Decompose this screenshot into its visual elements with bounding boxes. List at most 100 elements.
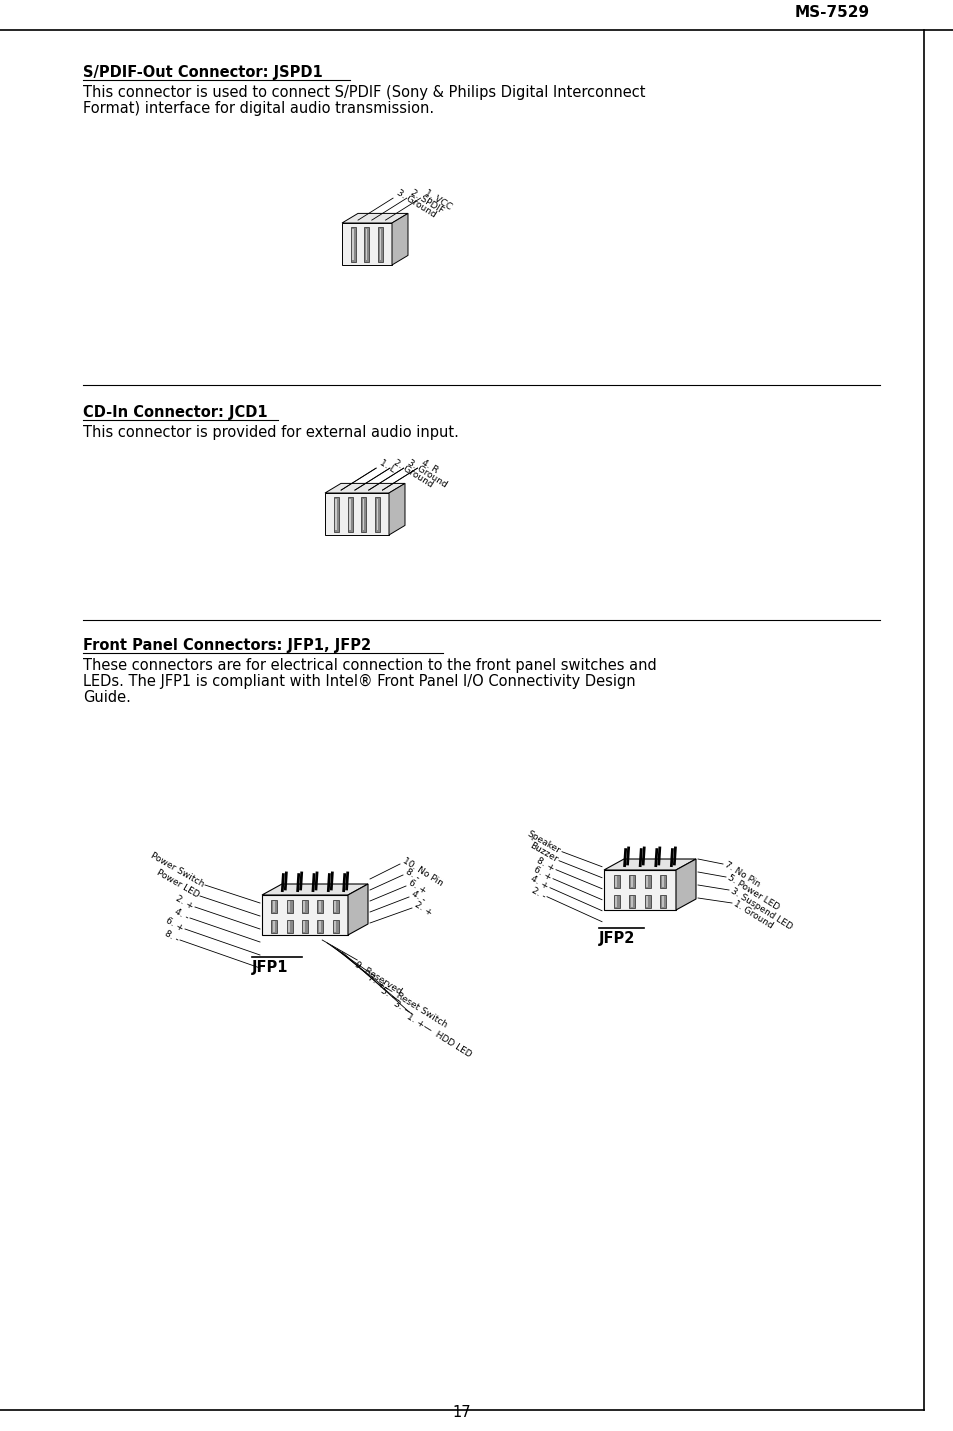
Text: 1. +—  HDD LED: 1. +— HDD LED [405, 1012, 473, 1059]
Polygon shape [352, 229, 354, 260]
Polygon shape [271, 900, 277, 913]
Polygon shape [273, 902, 274, 912]
Polygon shape [286, 920, 293, 933]
Polygon shape [630, 876, 632, 887]
Text: Power LED: Power LED [154, 869, 200, 900]
Text: Front Panel Connectors: JFP1, JFP2: Front Panel Connectors: JFP1, JFP2 [83, 638, 371, 653]
Polygon shape [379, 229, 381, 260]
Polygon shape [288, 902, 290, 912]
Polygon shape [615, 876, 617, 887]
Polygon shape [661, 876, 663, 887]
Polygon shape [288, 922, 290, 932]
Polygon shape [603, 870, 676, 910]
Polygon shape [335, 499, 336, 529]
Text: 8. -: 8. - [163, 929, 180, 944]
Text: 1. Ground: 1. Ground [731, 899, 774, 930]
Polygon shape [645, 896, 648, 907]
Text: 3. Ground: 3. Ground [405, 458, 448, 489]
Text: Format) interface for digital audio transmission.: Format) interface for digital audio tran… [83, 102, 434, 116]
Text: 2. +: 2. + [174, 894, 195, 912]
Polygon shape [613, 874, 618, 889]
Polygon shape [341, 223, 392, 265]
Polygon shape [302, 900, 308, 913]
Text: These connectors are for electrical connection to the front panel switches and: These connectors are for electrical conn… [83, 658, 656, 673]
Polygon shape [361, 497, 366, 532]
Text: 10. No Pin: 10. No Pin [400, 856, 444, 889]
Polygon shape [375, 497, 380, 532]
Text: This connector is used to connect S/PDIF (Sony & Philips Digital Interconnect: This connector is used to connect S/PDIF… [83, 84, 645, 100]
Polygon shape [630, 896, 632, 907]
Text: 4. -: 4. - [172, 907, 190, 922]
Text: 2. SPDIF: 2. SPDIF [409, 189, 445, 216]
Polygon shape [629, 874, 635, 889]
Polygon shape [273, 922, 274, 932]
Text: 7. No Pin: 7. No Pin [721, 860, 760, 889]
Text: 6. +: 6. + [164, 916, 185, 933]
Polygon shape [302, 920, 308, 933]
Polygon shape [318, 902, 320, 912]
Text: 1. L: 1. L [377, 458, 396, 475]
Text: S/PDIF-Out Connector: JSPD1: S/PDIF-Out Connector: JSPD1 [83, 64, 322, 80]
Polygon shape [392, 213, 408, 265]
Polygon shape [661, 896, 663, 907]
Text: 8. +: 8. + [535, 856, 556, 873]
Polygon shape [629, 894, 635, 909]
Text: 8. -: 8. - [403, 867, 421, 883]
Text: 3. —: 3. — [392, 999, 415, 1017]
Polygon shape [271, 920, 277, 933]
Text: LEDs. The JFP1 is compliant with Intel® Front Panel I/O Connectivity Design: LEDs. The JFP1 is compliant with Intel® … [83, 674, 635, 688]
Polygon shape [286, 900, 293, 913]
Text: 2. +: 2. + [413, 900, 434, 919]
Polygon shape [325, 494, 389, 535]
Polygon shape [318, 922, 320, 932]
Polygon shape [262, 894, 348, 934]
Polygon shape [603, 859, 696, 870]
Text: CD-In Connector: JCD1: CD-In Connector: JCD1 [83, 405, 268, 421]
Text: 2. -: 2. - [530, 886, 547, 900]
Polygon shape [645, 876, 648, 887]
Text: JFP1: JFP1 [252, 960, 288, 975]
Text: Buzzer: Buzzer [528, 841, 558, 864]
Polygon shape [262, 884, 368, 894]
Text: 7. +—  Reset Switch: 7. +— Reset Switch [366, 973, 449, 1029]
Polygon shape [317, 900, 323, 913]
Polygon shape [333, 920, 338, 933]
Polygon shape [325, 484, 405, 494]
Polygon shape [364, 228, 369, 262]
Polygon shape [377, 228, 383, 262]
Text: 5. —: 5. — [379, 986, 401, 1005]
Text: Guide.: Guide. [83, 690, 131, 705]
Polygon shape [333, 900, 338, 913]
Polygon shape [659, 874, 666, 889]
Text: JFP2: JFP2 [598, 932, 635, 946]
Text: 9. Reserved: 9. Reserved [353, 960, 403, 996]
Text: 4. -: 4. - [410, 890, 427, 904]
Polygon shape [659, 894, 666, 909]
Polygon shape [349, 499, 351, 529]
Text: 4. +: 4. + [529, 874, 550, 892]
Polygon shape [347, 497, 353, 532]
Polygon shape [376, 499, 377, 529]
Text: 5. Power LED: 5. Power LED [725, 873, 780, 912]
Polygon shape [676, 859, 696, 910]
Polygon shape [644, 874, 650, 889]
Polygon shape [362, 499, 364, 529]
Text: 2. Ground: 2. Ground [392, 458, 434, 489]
Polygon shape [615, 896, 617, 907]
Polygon shape [366, 229, 367, 260]
Polygon shape [613, 894, 618, 909]
Text: 3. Ground: 3. Ground [395, 189, 437, 220]
Polygon shape [317, 920, 323, 933]
Polygon shape [389, 484, 405, 535]
Text: 1. VCC: 1. VCC [422, 189, 453, 212]
Polygon shape [644, 894, 650, 909]
Polygon shape [334, 902, 335, 912]
Text: 3. Suspend LED: 3. Suspend LED [728, 886, 793, 932]
Polygon shape [303, 902, 305, 912]
Text: MS-7529: MS-7529 [794, 4, 869, 20]
Text: 4. R: 4. R [419, 458, 438, 475]
Polygon shape [351, 228, 355, 262]
Polygon shape [334, 497, 338, 532]
Polygon shape [303, 922, 305, 932]
Text: Power Switch: Power Switch [149, 851, 205, 889]
